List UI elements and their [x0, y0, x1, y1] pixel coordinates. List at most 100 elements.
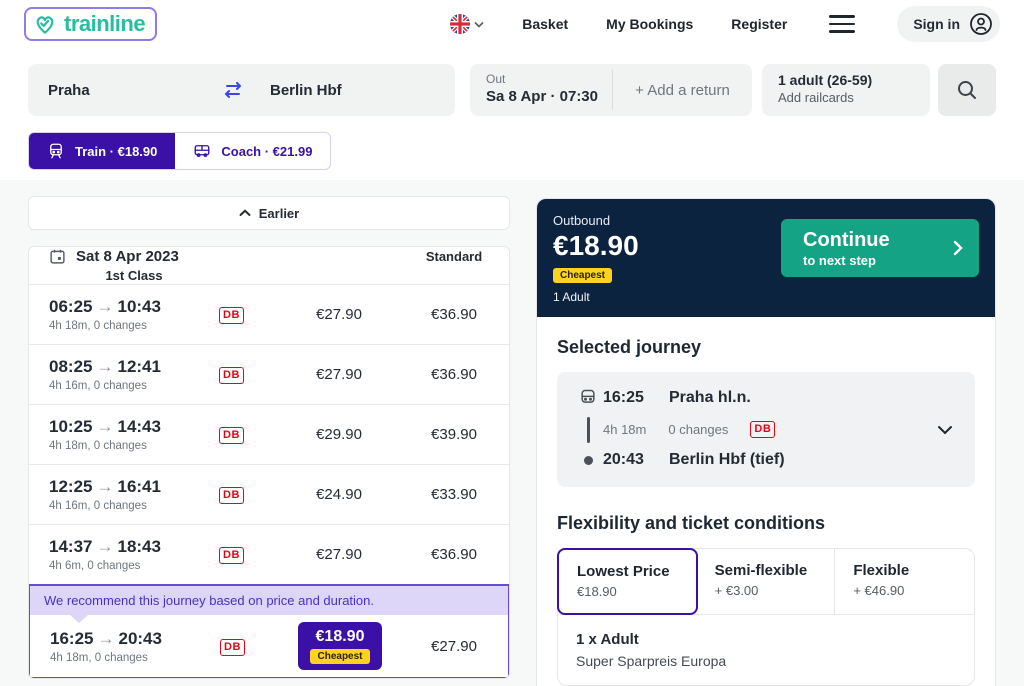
first-class-price[interactable]: €33.90: [431, 486, 477, 503]
trainline-logo[interactable]: trainline: [24, 7, 158, 41]
uk-flag-icon: [450, 14, 471, 34]
ticket-quantity: 1 x Adult: [576, 631, 639, 648]
db-carrier-logo: DB: [219, 547, 244, 564]
selected-duration: 4h 18m: [603, 422, 647, 437]
journey-row[interactable]: 10:25 → 14:43 4h 18m, 0 changes DB €29.90 …: [29, 404, 509, 464]
fare-tab-lowest-price[interactable]: Lowest Price €18.90: [557, 548, 698, 615]
tab-train[interactable]: Train · €18.90: [29, 133, 176, 169]
first-class-price[interactable]: €27.90: [431, 637, 477, 655]
passengers-field[interactable]: 1 adult (26-59) Add railcards: [762, 64, 930, 116]
first-class-price[interactable]: €36.90: [431, 546, 477, 563]
flexibility-heading: Flexibility and ticket conditions: [557, 513, 826, 533]
recommendation-banner: We recommend this journey based on price…: [30, 586, 508, 623]
selected-journey-card: 16:25 Praha hl.n. 4h 18m 0 changes DB 20…: [557, 372, 975, 487]
standard-price[interactable]: €24.90: [316, 486, 362, 503]
journey-row[interactable]: 06:25 → 10:43 4h 18m, 0 changes DB €27.90 …: [29, 284, 509, 344]
hamburger-menu-icon[interactable]: [825, 11, 859, 37]
fare-price: + €46.90: [853, 583, 905, 598]
standard-price[interactable]: €29.90: [316, 426, 362, 443]
arrow-right-icon: →: [96, 537, 114, 556]
chevron-up-icon: [239, 209, 251, 217]
fare-options-card: Lowest Price €18.90 Semi-flexible + €3.0…: [557, 548, 975, 686]
selected-standard-price[interactable]: €18.90 Cheapest: [298, 622, 382, 670]
journey-meta: 4h 16m, 0 changes: [49, 380, 147, 392]
arrival-time: 20:43: [118, 628, 162, 648]
tab-train-label: Train · €18.90: [75, 143, 158, 159]
standard-price[interactable]: €27.90: [316, 546, 362, 563]
search-button[interactable]: [938, 64, 996, 116]
journey-meta: 4h 18m, 0 changes: [49, 320, 147, 332]
train-icon: [578, 388, 598, 408]
language-selector[interactable]: [450, 14, 484, 34]
fare-name: Semi-flexible: [714, 562, 808, 579]
dates-field: Out Sa 8 Apr · 07:30 + Add a return: [470, 64, 752, 116]
out-label: Out: [486, 72, 506, 86]
tab-coach[interactable]: Coach · €21.99: [175, 133, 330, 169]
journey-row[interactable]: 08:25 → 12:41 4h 16m, 0 changes DB €27.90 …: [29, 344, 509, 404]
add-return-button[interactable]: + Add a return: [635, 81, 730, 99]
journey-row[interactable]: 14:37 → 18:43 4h 6m, 0 changes DB €27.90 €…: [29, 524, 509, 584]
origin-value[interactable]: Praha: [48, 81, 90, 99]
destination-value[interactable]: Berlin Hbf: [270, 81, 342, 99]
arrow-right-icon: →: [97, 628, 115, 648]
nav-my-bookings[interactable]: My Bookings: [606, 16, 694, 32]
db-carrier-logo: DB: [219, 367, 244, 384]
arrival-time: 18:43: [117, 537, 161, 556]
selected-arrival-station: Berlin Hbf (tief): [669, 451, 785, 468]
standard-price[interactable]: €27.90: [316, 366, 362, 383]
journey-meta: 4h 18m, 0 changes: [49, 440, 147, 452]
passenger-count: 1 Adult: [553, 290, 590, 304]
earlier-button[interactable]: Earlier: [28, 196, 510, 230]
ticket-details: 1 x Adult Super Sparpreis Europa: [558, 614, 974, 685]
arrival-time: 16:41: [117, 477, 161, 496]
train-icon: [47, 142, 65, 160]
journey-rail-dot: [583, 455, 593, 465]
swap-stations-icon[interactable]: [220, 82, 246, 98]
journey-field[interactable]: Praha Berlin Hbf: [28, 64, 455, 116]
top-header: trainline: [0, 0, 1024, 48]
search-bar: Praha Berlin Hbf Out Sa 8 Apr · 07:30 + …: [28, 64, 996, 116]
date-label: Sat 8 Apr 2023: [76, 248, 179, 266]
sign-in-button[interactable]: Sign in: [897, 6, 1000, 42]
coach-icon: [193, 142, 211, 160]
chevron-right-icon: [953, 240, 963, 256]
chevron-down-icon: [474, 21, 484, 28]
results-column: Earlier Sat 8 Apr 2023 Standard 1st: [28, 196, 510, 679]
journey-meta: 4h 16m, 0 changes: [49, 500, 147, 512]
selected-journey-meta: 4h 18m 0 changes DB: [603, 421, 931, 438]
header-nav: Basket My Bookings Register Sign in: [450, 6, 1000, 42]
continue-button[interactable]: Continue to next step: [781, 219, 979, 277]
journey-row[interactable]: 12:25 → 16:41 4h 16m, 0 changes DB €24.90 …: [29, 464, 509, 524]
journey-summary-panel: Outbound €18.90 Cheapest 1 Adult Continu…: [536, 198, 996, 686]
fare-tab-semi-flexible[interactable]: Semi-flexible + €3.00: [697, 549, 836, 614]
departure-time: 08:25: [49, 357, 93, 376]
journey-rail-line: [586, 416, 590, 443]
outbound-date-field[interactable]: Out Sa 8 Apr · 07:30: [470, 64, 612, 116]
selected-arrival-time: 20:43: [603, 451, 644, 468]
person-icon: [968, 11, 994, 37]
expand-journey-chevron-down-icon[interactable]: [931, 425, 959, 435]
heart-icon: [32, 11, 58, 37]
calendar-icon: [49, 248, 66, 265]
fare-tab-flexible[interactable]: Flexible + €46.90: [835, 549, 974, 614]
fare-name: Flexible: [853, 562, 910, 579]
arrow-right-icon: →: [96, 477, 114, 496]
nav-register[interactable]: Register: [731, 16, 788, 32]
selected-journey-heading: Selected journey: [557, 337, 702, 357]
passengers-value: 1 adult (26-59): [778, 72, 873, 88]
arrival-time: 14:43: [117, 417, 161, 436]
departure-time: 12:25: [49, 477, 93, 496]
arrival-time: 10:43: [117, 297, 161, 316]
results-list: Sat 8 Apr 2023 Standard 1st Class 06:25 →…: [28, 246, 510, 679]
journey-row-selected[interactable]: 16:25 → 20:43 4h 18m, 0 changes DB €18.90 …: [30, 615, 508, 677]
arrow-right-icon: →: [96, 357, 114, 376]
summary-price: €18.90: [553, 230, 639, 261]
arrow-right-icon: →: [96, 297, 114, 316]
first-class-price[interactable]: €36.90: [431, 366, 477, 383]
first-class-price[interactable]: €39.90: [431, 426, 477, 443]
nav-basket[interactable]: Basket: [522, 16, 569, 32]
first-class-price[interactable]: €36.90: [431, 306, 477, 323]
standard-price[interactable]: €27.90: [316, 306, 362, 323]
railcards-link[interactable]: Add railcards: [778, 90, 854, 105]
